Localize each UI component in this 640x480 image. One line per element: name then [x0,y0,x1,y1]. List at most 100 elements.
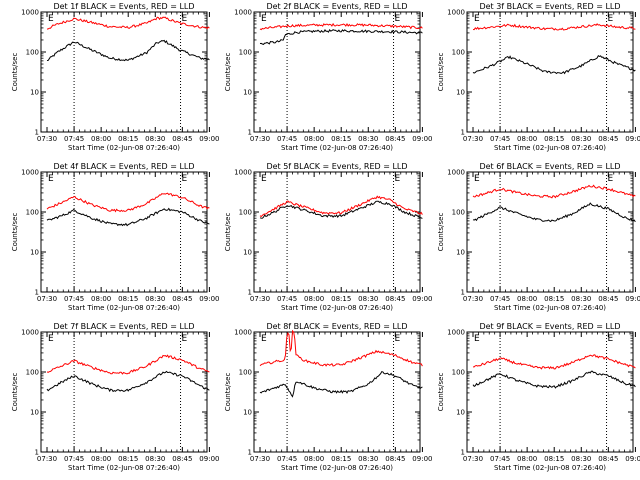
x-tick-label: 07:30 [463,295,483,303]
e-marker-label: E [182,334,188,344]
e-marker-label: E [261,174,267,184]
x-tick-label: 08:30 [571,455,591,463]
e-marker-label: E [182,14,188,24]
x-tick-label: 07:45 [64,295,84,303]
x-tick-label: 08:15 [331,455,351,463]
lld-series-line [472,23,636,31]
x-axis-label: Start Time (02-Jun-08 07:26:40) [494,144,606,152]
panel-7: Det 7f BLACK = Events, RED = LLD 1 10 100 10… [11,322,219,472]
x-tick-label: 09:00 [412,455,432,463]
y-tick-label: 1000 [234,329,252,337]
x-axis-label: Start Time (02-Jun-08 07:26:40) [494,464,606,472]
e-marker-label: E [261,14,267,24]
plot-frame [253,331,421,453]
x-tick-label: 08:00 [304,135,324,143]
x-tick-label: 08:15 [544,135,564,143]
lld-series-line [472,184,636,199]
x-tick-label: 08:15 [331,295,351,303]
y-tick-label: 1 [35,129,39,137]
x-tick-label: 08:00 [517,455,537,463]
y-tick-label: 1000 [447,169,465,177]
y-tick-label: 10 [243,89,252,97]
x-tick-label: 09:00 [199,455,219,463]
panel-8: Det 8f BLACK = Events, RED = LLD 1 10 100 10… [224,322,432,472]
y-tick-label: 100 [452,209,465,217]
e-marker-label: E [608,334,614,344]
panel-title: Det 7f BLACK = Events, RED = LLD [53,322,194,331]
x-tick-label: 08:15 [118,455,138,463]
y-tick-label: 1000 [21,169,39,177]
y-tick-label: 100 [239,209,252,217]
y-tick-label: 100 [26,49,39,57]
y-axis-label: Counts/sec [224,213,232,252]
panel-title: Det 6f BLACK = Events, RED = LLD [479,162,620,171]
x-tick-label: 08:15 [544,295,564,303]
e-marker-label: E [48,334,54,344]
y-tick-label: 1 [461,449,465,457]
panel-title: Det 8f BLACK = Events, RED = LLD [266,322,407,331]
x-tick-label: 07:45 [490,135,510,143]
y-axis-label: Counts/sec [224,373,232,412]
e-marker-label: E [474,14,480,24]
x-tick-label: 08:15 [331,135,351,143]
y-axis-label: Counts/sec [224,53,232,92]
lld-series-line [259,195,423,218]
events-series-line [46,370,210,393]
y-axis-label: Counts/sec [11,213,19,252]
y-tick-label: 100 [452,49,465,57]
panel-3: Det 3f BLACK = Events, RED = LLD 1 10 100 10… [437,2,640,152]
events-series-line [472,54,636,75]
plot-frame [466,11,634,133]
x-axis-label: Start Time (02-Jun-08 07:26:40) [494,304,606,312]
x-tick-label: 08:30 [358,135,378,143]
x-tick-label: 08:30 [571,135,591,143]
x-tick-label: 07:30 [250,135,270,143]
y-tick-label: 10 [456,89,465,97]
panel-title: Det 5f BLACK = Events, RED = LLD [266,162,407,171]
x-tick-label: 08:30 [571,295,591,303]
y-tick-label: 1000 [447,329,465,337]
x-tick-label: 08:45 [598,295,618,303]
x-tick-label: 07:45 [64,455,84,463]
lld-series-line [46,192,210,213]
lld-series-line [259,22,423,31]
events-series-line [259,29,423,45]
y-tick-label: 100 [452,369,465,377]
y-axis-label: Counts/sec [437,213,445,252]
events-series-line [259,200,423,219]
x-tick-label: 09:00 [199,135,219,143]
lld-series-line [46,354,210,375]
x-tick-label: 09:00 [412,295,432,303]
e-marker-label: E [474,174,480,184]
y-tick-label: 1 [35,289,39,297]
y-tick-label: 100 [239,49,252,57]
x-tick-label: 07:30 [463,455,483,463]
plot-frame [40,11,208,133]
e-marker-label: E [395,174,401,184]
x-tick-label: 08:15 [544,455,564,463]
x-tick-label: 07:30 [37,135,57,143]
panel-title: Det 2f BLACK = Events, RED = LLD [266,2,407,11]
y-tick-label: 100 [26,369,39,377]
plot-frame [40,171,208,293]
x-tick-label: 07:30 [250,295,270,303]
panel-6: Det 6f BLACK = Events, RED = LLD 1 10 100 10… [437,162,640,312]
panel-5: Det 5f BLACK = Events, RED = LLD 1 10 100 10… [224,162,432,312]
panel-title: Det 9f BLACK = Events, RED = LLD [479,322,620,331]
x-tick-label: 08:30 [145,295,165,303]
x-tick-label: 08:00 [91,455,111,463]
x-axis-label: Start Time (02-Jun-08 07:26:40) [68,464,180,472]
x-tick-label: 07:30 [250,455,270,463]
x-tick-label: 08:00 [91,295,111,303]
panel-4: Det 4f BLACK = Events, RED = LLD 1 10 100 10… [11,162,219,312]
x-axis-label: Start Time (02-Jun-08 07:26:40) [281,144,393,152]
x-tick-label: 08:30 [358,295,378,303]
x-tick-label: 08:45 [385,135,405,143]
x-tick-label: 08:15 [118,135,138,143]
x-tick-label: 08:00 [517,135,537,143]
y-axis-label: Counts/sec [11,373,19,412]
events-series-line [259,370,423,398]
x-tick-label: 08:45 [385,295,405,303]
y-tick-label: 10 [30,89,39,97]
